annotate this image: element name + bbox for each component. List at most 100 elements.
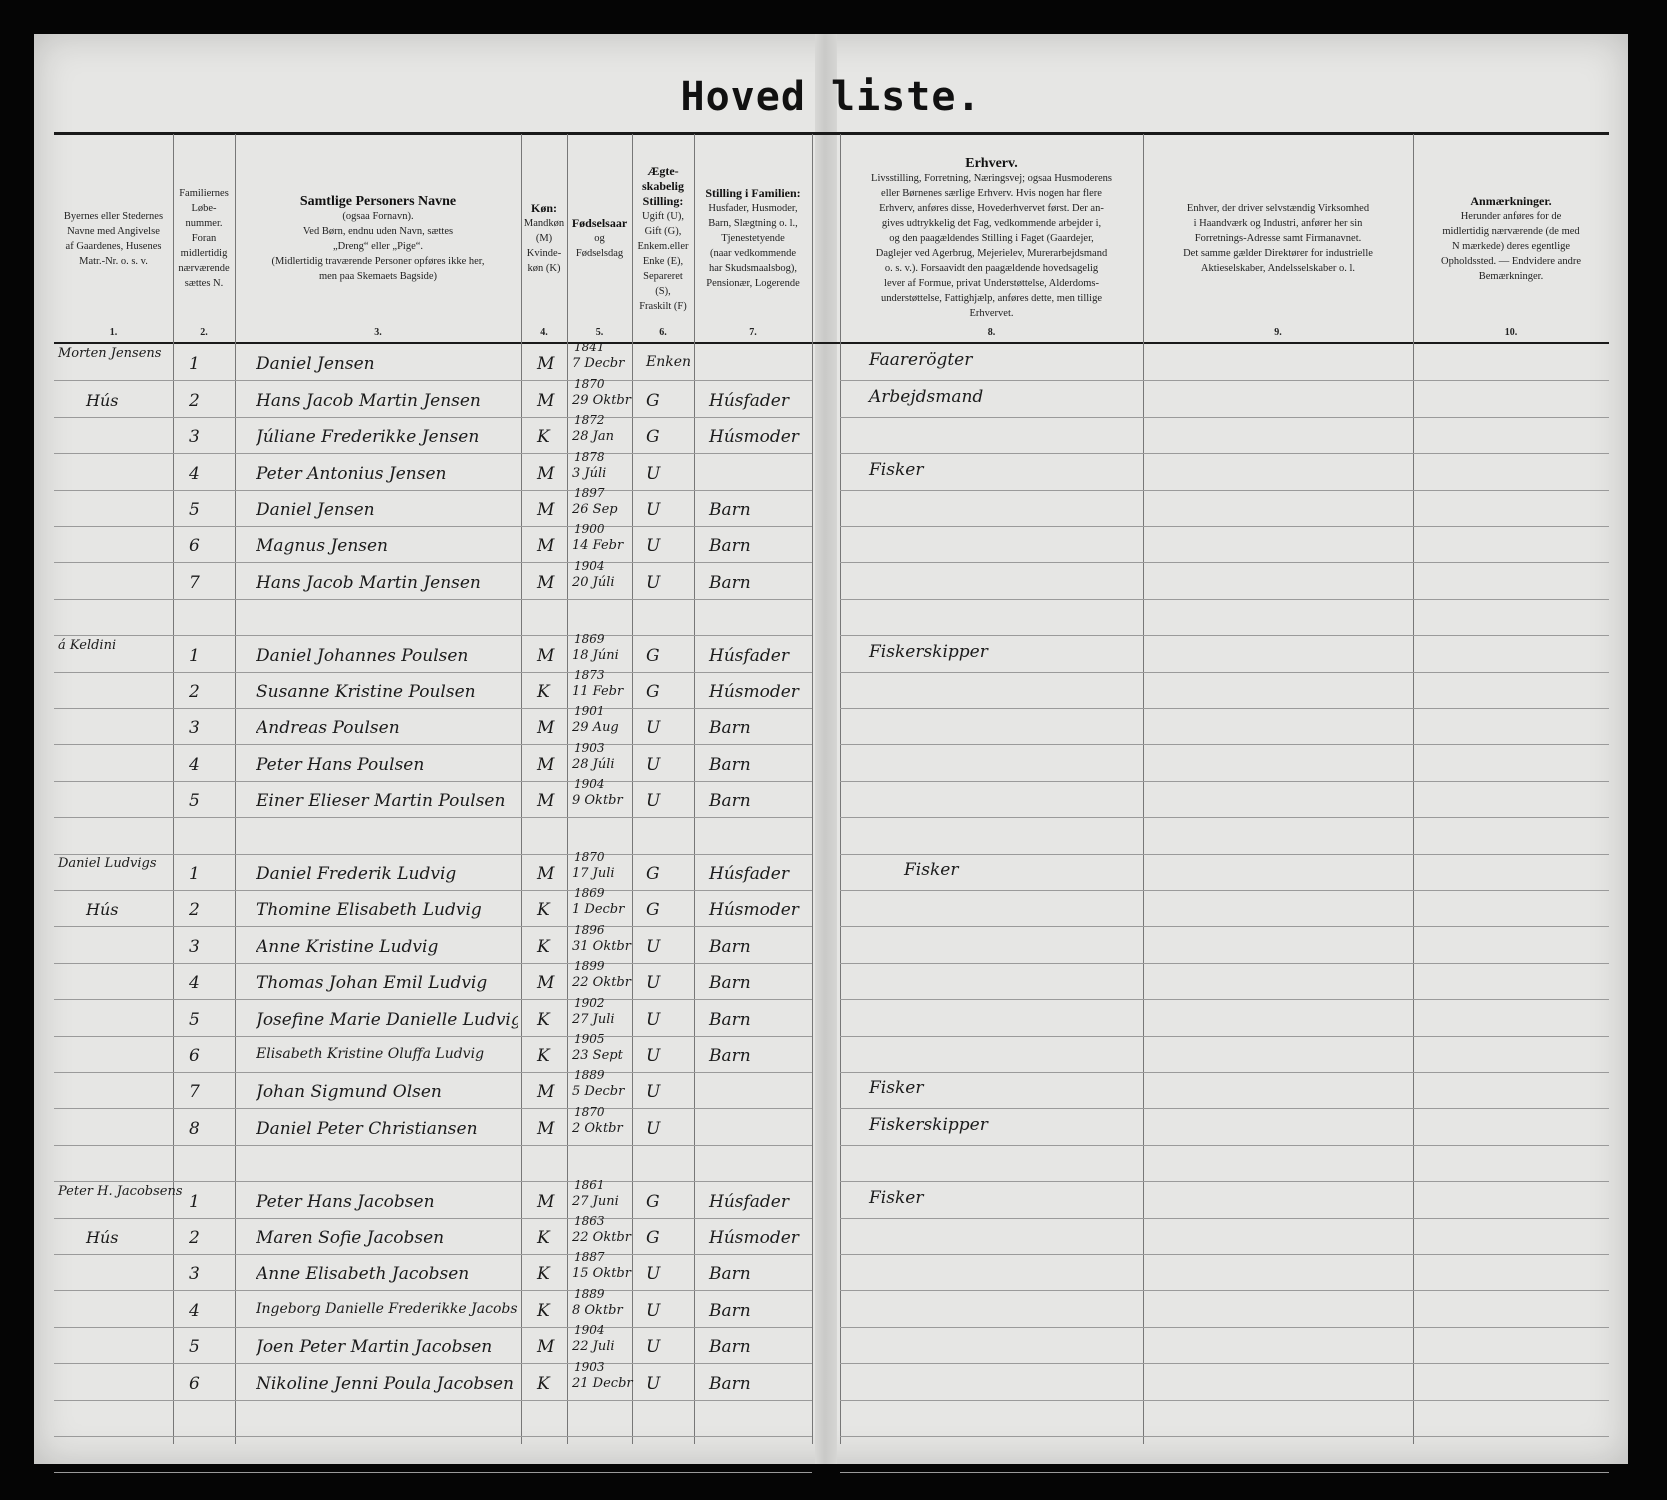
person-name: Susanne Kristine Poulsen: [256, 682, 476, 702]
person-name: Josefine Marie Danielle Ludvig: [256, 1009, 518, 1030]
sex: K: [537, 900, 550, 921]
column-heading: Fødselsaar: [571, 216, 628, 230]
marital-status: U: [646, 1009, 661, 1030]
column-header-line: o. s. v.). Forsaavidt den paagældende ho…: [884, 263, 1099, 274]
column-header-line: Navne med Angivelse: [67, 225, 160, 237]
page-gutter: [815, 34, 837, 1464]
family-position: Húsmoder: [709, 1228, 799, 1248]
occupation: Fiskerskipper: [869, 641, 988, 662]
row-rule: [54, 1399, 812, 1401]
column-header-line: Løbe-: [191, 203, 217, 214]
birth-year: 1878: [574, 449, 605, 464]
family-number: 5: [189, 1009, 200, 1030]
marital-status: U: [646, 1118, 661, 1139]
row-rule: [54, 853, 812, 855]
column-header-line: lever af Formue, privat Understøttelse, …: [884, 278, 1099, 289]
marital-status: U: [646, 1337, 661, 1358]
marital-status: U: [646, 1082, 661, 1103]
column-divider: [567, 134, 568, 1444]
birth-year: 1889: [574, 1286, 605, 1301]
column-divider: [521, 134, 522, 1444]
row-rule: [54, 1217, 812, 1219]
row-rule: [840, 853, 1609, 855]
sex: M: [537, 973, 555, 994]
person-name: Johan Sigmund Olsen: [256, 1082, 442, 1103]
column-header-line: gives udtrykkelig det Fag, vedkommende a…: [881, 218, 1102, 229]
column-header-line: midlertidig nærværende (de med: [1442, 225, 1580, 237]
row-rule: [840, 635, 1609, 637]
family-number: 4: [189, 754, 200, 775]
occupation: Fisker: [904, 860, 959, 880]
row-rule: [840, 780, 1609, 782]
column-header: Erhverv. Livsstilling, Forretning, Næring…: [840, 136, 1143, 341]
header-top-rule: [54, 132, 1609, 135]
sex: M: [537, 791, 555, 812]
row-rule: [54, 526, 812, 527]
birth-day: 3 Júli: [572, 465, 607, 481]
column-header-line: midlertidig: [180, 248, 228, 259]
birth-day: 31 Oktbr: [572, 938, 631, 954]
sex: M: [537, 864, 555, 884]
column-header: Fødselsaar og Fødselsdag: [567, 136, 632, 341]
marital-status: U: [646, 536, 661, 557]
column-header-line: Erhvervet.: [969, 308, 1014, 319]
family-position: Barn: [709, 1009, 751, 1030]
place-name: Peter H. Jacobsens: [58, 1183, 183, 1199]
person-name: Peter Hans Poulsen: [256, 754, 425, 775]
column-header-line: Enkem.eller: [637, 240, 689, 252]
family-position: Barn: [709, 1300, 751, 1321]
column-header-line: (naar vedkommende: [709, 248, 796, 259]
row-rule: [54, 635, 812, 637]
row-rule: [54, 708, 812, 709]
row-rule: [840, 1254, 1609, 1255]
sex: M: [537, 645, 555, 666]
sex: M: [537, 1118, 555, 1139]
person-name: Magnus Jensen: [256, 536, 389, 557]
birth-day: 28 Jan: [572, 429, 615, 445]
family-position: Barn: [709, 1337, 751, 1358]
birth-day: 27 Juni: [572, 1193, 619, 1209]
family-position: Barn: [709, 936, 751, 957]
person-name: Nikoline Jenni Poula Jacobsen: [256, 1373, 514, 1394]
row-rule: [840, 671, 1609, 673]
sex: M: [537, 718, 555, 739]
column-header-line: Byernes eller Stedernes: [63, 210, 164, 222]
column-header-line: Matr.-Nr. o. s. v.: [79, 255, 148, 267]
family-position: Húsfader: [709, 390, 789, 411]
birth-day: 21 Decbr: [572, 1375, 633, 1391]
marital-status: U: [646, 791, 661, 812]
person-name: Daniel Johannes Poulsen: [256, 645, 469, 666]
person-name: Hans Jacob Martin Jensen: [256, 390, 481, 411]
column-number: 6.: [659, 327, 667, 338]
birth-year: 1861: [574, 1177, 605, 1192]
marital-status: U: [646, 1264, 661, 1285]
column-header: Samtlige Personers Navne (ogsaa Fornavn).…: [235, 136, 521, 341]
column-header-line: eller Børnenes særlige Erhverv. Hvis nog…: [881, 188, 1102, 199]
sex: K: [537, 1046, 550, 1066]
person-name: Elisabeth Kristine Oluffa Ludvig: [256, 1046, 485, 1062]
column-header-line: sættes N.: [184, 278, 224, 289]
row-rule: [840, 380, 1609, 382]
column-header-line: Erhverv, anføres disse, Hovederhvervet f…: [879, 203, 1104, 214]
sex: K: [537, 1009, 550, 1030]
family-number: 3: [189, 936, 200, 957]
birth-day: 22 Oktbr: [572, 975, 631, 991]
family-number: 2: [189, 390, 200, 411]
column-header-line: Separeret: [643, 270, 683, 282]
family-position: Barn: [709, 536, 751, 557]
row-rule: [840, 526, 1609, 527]
birth-day: 11 Febr: [572, 684, 624, 699]
column-number: 4.: [540, 327, 548, 338]
family-position: Húsfader: [709, 864, 789, 884]
column-header-line: Bemærkninger.: [1478, 270, 1544, 282]
column-header-line: N mærkede) deres egentlige: [1451, 240, 1571, 252]
place-name: á Keldini: [58, 637, 117, 653]
sex: K: [537, 1300, 550, 1321]
occupation: Arbejdsmand: [869, 386, 984, 407]
family-position: Barn: [709, 572, 751, 593]
marital-status: G: [646, 1228, 660, 1248]
birth-day: 27 Juli: [572, 1011, 615, 1027]
column-divider: [694, 134, 695, 1444]
row-rule: [54, 1472, 812, 1474]
sex: M: [537, 754, 555, 775]
